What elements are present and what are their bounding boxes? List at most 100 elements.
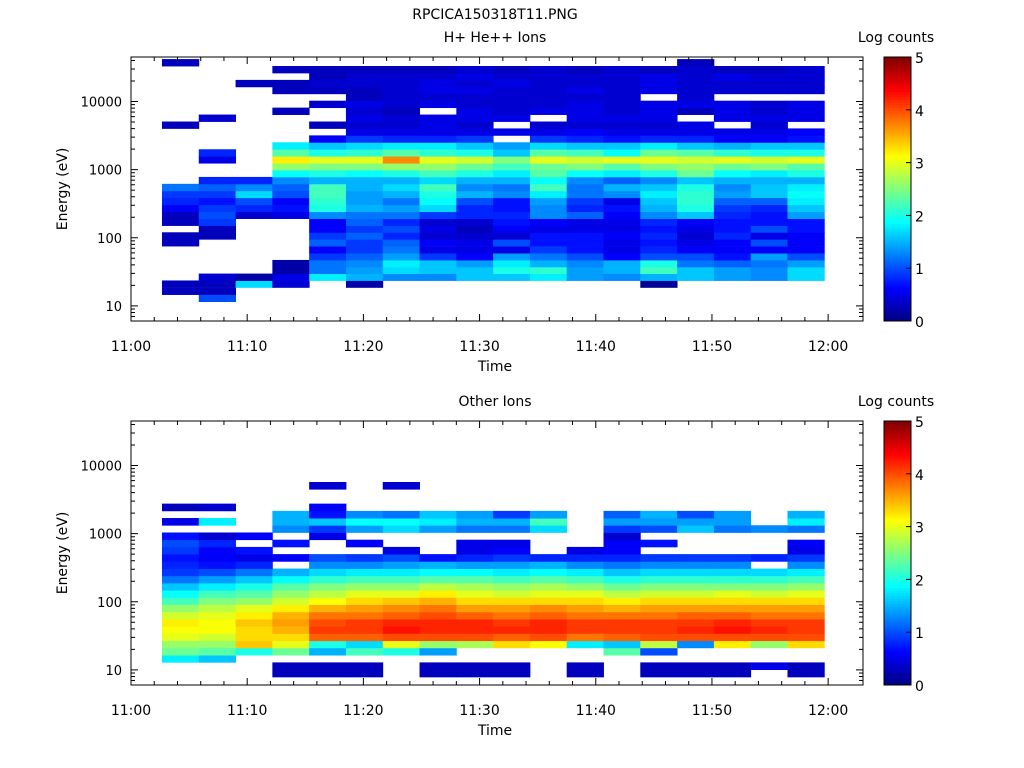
- heatmap-cell: [529, 197, 568, 206]
- heatmap-cell: [382, 163, 420, 171]
- heatmap-cell: [272, 169, 310, 178]
- heatmap-cell: [566, 669, 604, 678]
- heatmap-cell: [198, 532, 237, 541]
- heatmap-cell: [750, 100, 788, 109]
- heatmap-cell: [750, 72, 788, 81]
- heatmap-cell: [345, 633, 384, 642]
- colorbar-segment: [884, 305, 911, 309]
- heatmap-cell: [566, 169, 604, 178]
- heatmap-cell: [603, 197, 641, 206]
- heatmap-cell: [640, 647, 678, 656]
- heatmap-cell: [529, 611, 568, 620]
- heatmap-cell: [603, 163, 641, 171]
- heatmap-cell: [345, 273, 384, 281]
- heatmap-cell: [787, 273, 825, 281]
- heatmap-cell: [309, 575, 347, 584]
- heatmap-cell: [677, 259, 715, 268]
- heatmap-cell: [198, 590, 237, 598]
- heatmap-cell: [272, 582, 310, 591]
- heatmap-cell: [382, 142, 420, 150]
- heatmap-cell: [713, 107, 752, 115]
- heatmap-cell: [640, 142, 678, 150]
- heatmap-cell: [713, 582, 752, 591]
- heatmap-cells: [161, 59, 825, 302]
- colorbar-segment: [884, 62, 911, 66]
- colorbar-segment: [884, 671, 911, 675]
- heatmap-cell: [750, 197, 788, 206]
- heatmap-cell: [419, 626, 457, 634]
- colorbar-tick-label: 3: [915, 157, 924, 173]
- heatmap-cell: [677, 518, 715, 526]
- heatmap-cell: [198, 575, 237, 584]
- heatmap-cell: [493, 232, 531, 240]
- heatmap-cell: [456, 204, 494, 213]
- heatmap-cell: [382, 114, 420, 122]
- colorbar-frame: [883, 420, 912, 686]
- heatmap-cell: [456, 149, 494, 157]
- colorbar-segment: [884, 93, 911, 98]
- heatmap-cell: [493, 568, 531, 577]
- heatmap-cell: [787, 619, 825, 627]
- heatmap-cell: [713, 597, 752, 605]
- heatmap-cell: [640, 66, 678, 74]
- colorbar-segment: [884, 471, 911, 475]
- colorbar-segment: [884, 563, 911, 567]
- heatmap-cell: [456, 211, 494, 219]
- colorbar-segment: [884, 107, 911, 111]
- heatmap-cell: [787, 100, 825, 109]
- heatmap-cell: [198, 204, 237, 213]
- heatmap-cell: [529, 259, 568, 268]
- colorbar-segment: [884, 297, 911, 301]
- heatmap-cell: [603, 211, 641, 219]
- heatmap-cell: [493, 662, 531, 671]
- colorbar-segment: [884, 434, 911, 438]
- heatmap-cell: [787, 510, 825, 519]
- heatmap-cell: [529, 183, 568, 192]
- heatmap-cell: [787, 604, 825, 613]
- heatmap-cell: [677, 176, 715, 185]
- y-axis-label: Energy (eV): [55, 512, 71, 595]
- colorbar-segment: [884, 450, 911, 454]
- heatmap-cell: [529, 190, 568, 199]
- heatmap-cell: [787, 253, 825, 261]
- heatmap-cell: [603, 590, 641, 598]
- heatmap-cell: [677, 135, 715, 143]
- colorbar-segment: [884, 152, 911, 156]
- heatmap-cell: [382, 259, 420, 268]
- heatmap-cell: [309, 204, 347, 213]
- heatmap-cell: [456, 79, 494, 88]
- heatmap-cell: [750, 611, 788, 620]
- heatmap-cell: [235, 575, 273, 584]
- heatmap-cell: [640, 582, 678, 591]
- heatmap-cell: [566, 611, 604, 620]
- heatmap-cell: [750, 107, 788, 115]
- heatmap-cell: [529, 525, 568, 533]
- heatmap-cell: [529, 142, 568, 150]
- heatmap-cell: [456, 121, 494, 129]
- heatmap-cell: [161, 546, 200, 555]
- heatmap-cell: [345, 239, 384, 247]
- heatmap-cell: [272, 86, 310, 95]
- colorbar-tick-label: 2: [915, 573, 924, 589]
- heatmap-cell: [677, 561, 715, 569]
- heatmap-cell: [235, 626, 273, 634]
- heatmap-cell: [677, 86, 715, 95]
- colorbar-segment: [884, 173, 911, 177]
- heatmap-cell: [493, 525, 531, 533]
- heatmap-cell: [787, 211, 825, 219]
- heatmap-cell: [309, 554, 347, 562]
- heatmap-cell: [309, 232, 347, 240]
- heatmap-cell: [456, 626, 494, 634]
- heatmap-cell: [493, 626, 531, 634]
- colorbar-segment: [884, 669, 911, 673]
- colorbar-segment: [884, 621, 911, 625]
- heatmap-cell: [787, 539, 825, 548]
- heatmap-cell: [787, 163, 825, 171]
- heatmap-cell: [382, 72, 420, 81]
- heatmap-cell: [456, 640, 494, 649]
- heatmap-cell: [198, 568, 237, 577]
- heatmap-cell: [235, 597, 273, 605]
- heatmap-cell: [456, 156, 494, 164]
- heatmap-cell: [529, 582, 568, 591]
- heatmap-cell: [419, 72, 457, 81]
